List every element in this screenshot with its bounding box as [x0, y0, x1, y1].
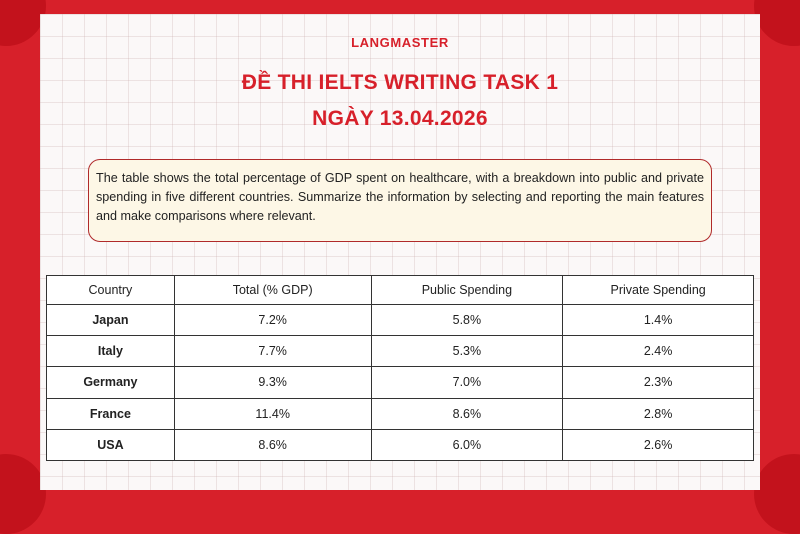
cell-total: 7.7%	[173, 335, 372, 368]
column-header-total: Total (% GDP)	[173, 275, 372, 305]
cell-private: 2.3%	[562, 366, 754, 399]
brand-logo: LANGMASTER	[351, 35, 449, 50]
column-header-public: Public Spending	[370, 275, 564, 305]
table-row: Germany 9.3% 7.0% 2.3%	[46, 366, 754, 399]
table-row: Japan 7.2% 5.8% 1.4%	[46, 303, 754, 337]
table-row: France 11.4% 8.6% 2.8%	[46, 397, 754, 430]
data-table: Country Total (% GDP) Public Spending Pr…	[46, 275, 754, 462]
cell-private: 2.6%	[562, 428, 754, 462]
cell-public: 8.6%	[370, 397, 564, 430]
cell-country: Japan	[46, 303, 175, 337]
cell-country: Italy	[46, 335, 175, 368]
cell-country: USA	[46, 428, 175, 462]
cell-private: 2.4%	[562, 335, 754, 368]
cell-public: 5.8%	[370, 303, 564, 337]
table-header-row: Country Total (% GDP) Public Spending Pr…	[46, 275, 754, 305]
page-subtitle-date: NGÀY 13.04.2026	[312, 107, 488, 130]
cell-total: 11.4%	[173, 397, 372, 430]
cell-private: 2.8%	[562, 397, 754, 430]
column-header-private: Private Spending	[562, 275, 754, 305]
task-prompt: The table shows the total percentage of …	[88, 159, 712, 242]
table-row: USA 8.6% 6.0% 2.6%	[46, 428, 754, 462]
cell-country: France	[46, 397, 175, 430]
cell-total: 8.6%	[173, 428, 372, 462]
cell-country: Germany	[46, 366, 175, 399]
grid-paper-sheet: LANGMASTER ĐỀ THI IELTS WRITING TASK 1 N…	[40, 14, 760, 490]
column-header-country: Country	[46, 275, 175, 305]
cell-total: 9.3%	[173, 366, 372, 399]
cell-private: 1.4%	[562, 303, 754, 337]
corner-decoration	[754, 454, 800, 534]
corner-decoration	[754, 0, 800, 46]
cell-public: 5.3%	[370, 335, 564, 368]
cell-total: 7.2%	[173, 303, 372, 337]
cell-public: 6.0%	[370, 428, 564, 462]
page-title: ĐỀ THI IELTS WRITING TASK 1	[241, 71, 559, 94]
table-row: Italy 7.7% 5.3% 2.4%	[46, 335, 754, 368]
cell-public: 7.0%	[370, 366, 564, 399]
